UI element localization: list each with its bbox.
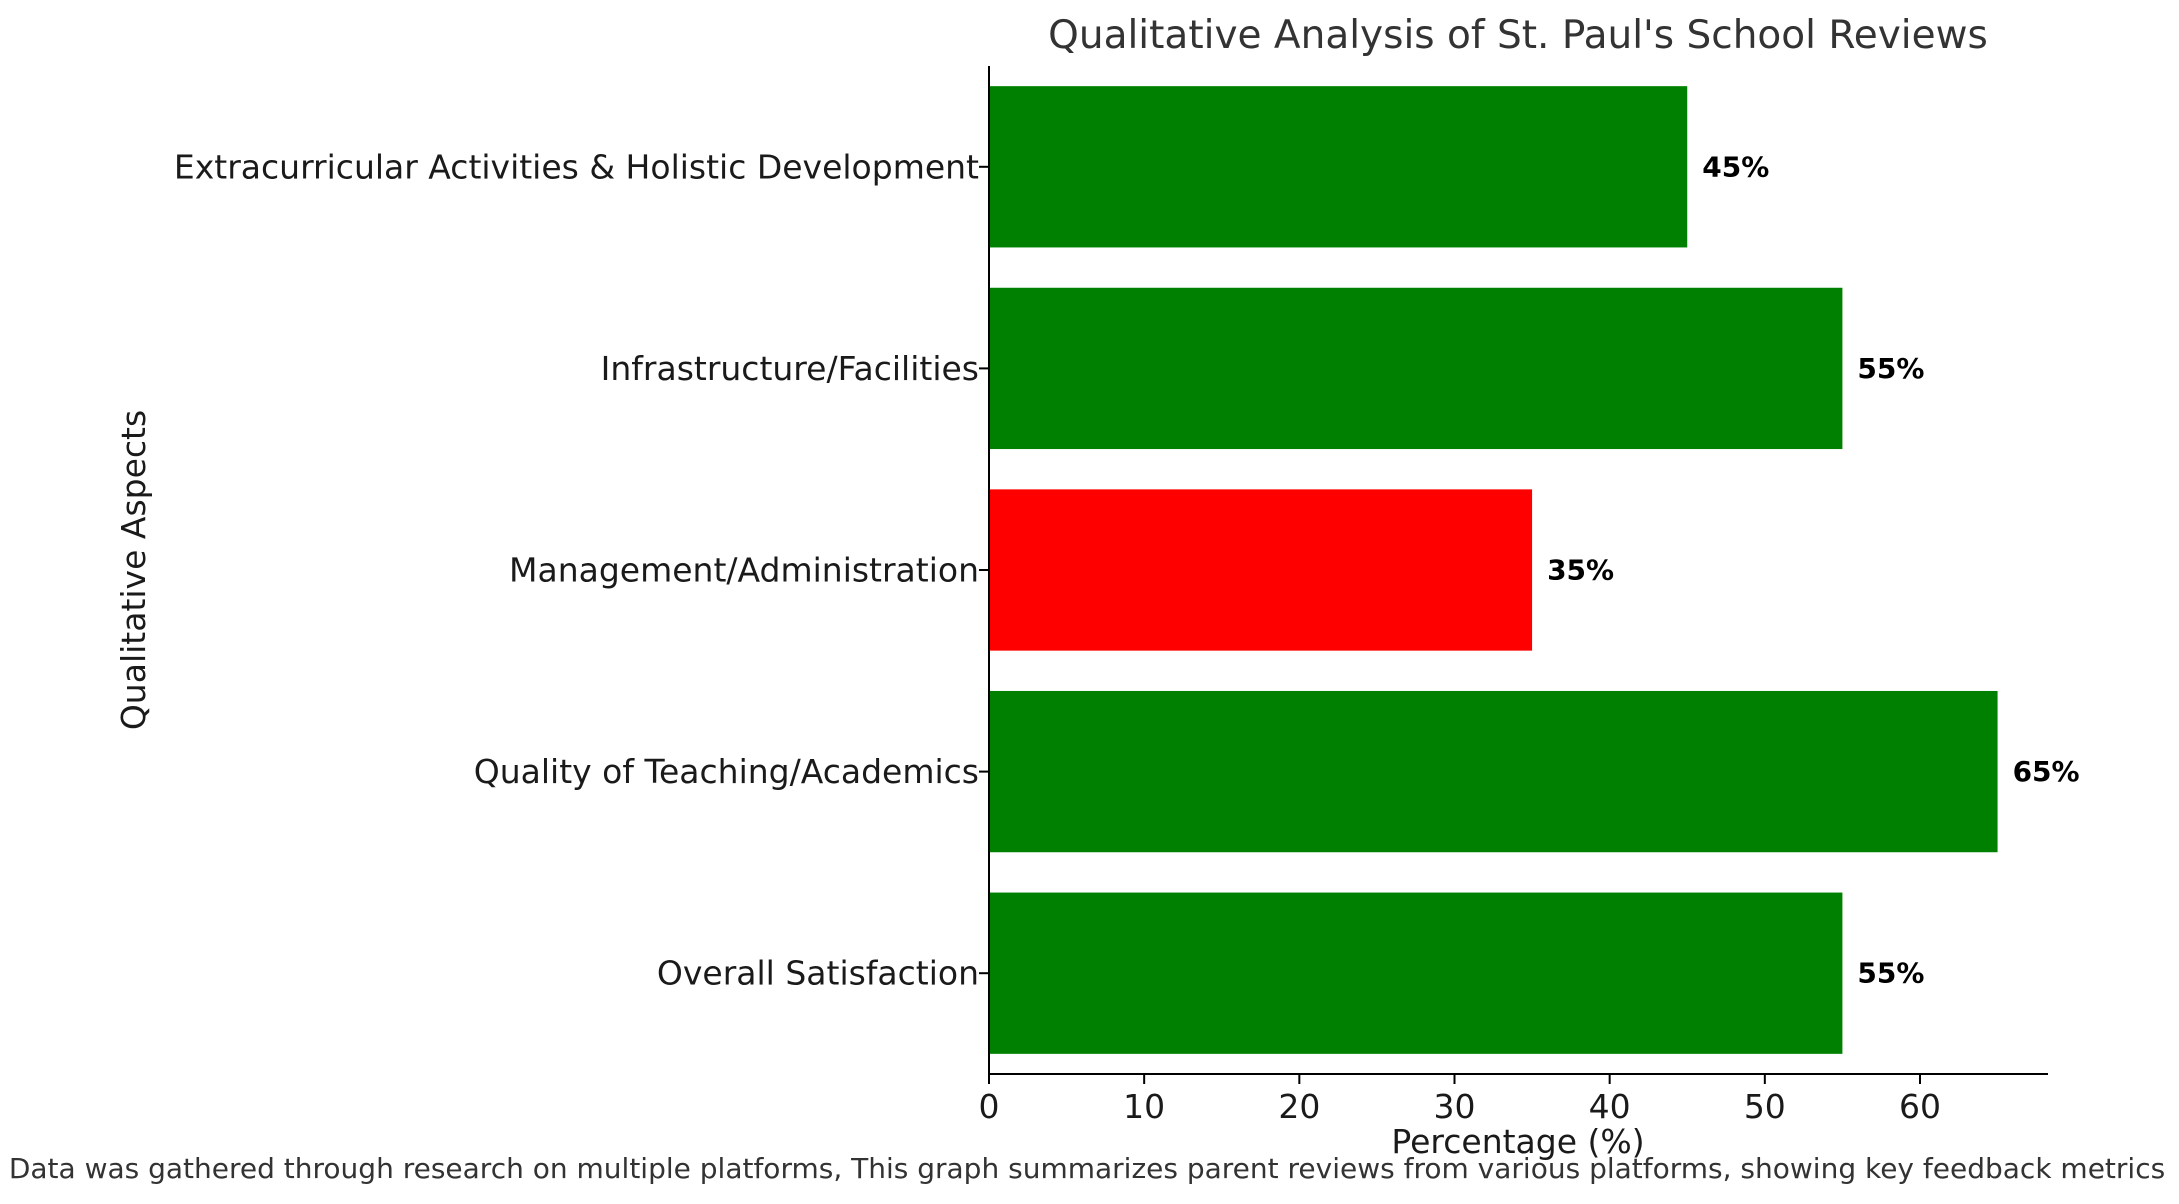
x-tick-label: 20 xyxy=(1278,1087,1320,1126)
bar-value-label: 55% xyxy=(1857,352,1924,385)
footnote: Data was gathered through research on mu… xyxy=(9,1152,2165,1185)
bar-value-label: 55% xyxy=(1857,957,1924,990)
y-axis-label: Qualitative Aspects xyxy=(114,410,153,730)
y-tick-label: Quality of Teaching/Academics xyxy=(474,752,979,791)
x-tick-label: 40 xyxy=(1589,1087,1631,1126)
bar-value-label: 45% xyxy=(1702,150,1769,183)
bars-layer xyxy=(989,86,1998,1054)
x-tick-label: 50 xyxy=(1744,1087,1786,1126)
x-axis-label: Percentage (%) xyxy=(1391,1122,1644,1161)
chart-title: Qualitative Analysis of St. Paul's Schoo… xyxy=(1048,13,1988,58)
bar xyxy=(989,489,1533,651)
y-ticks-layer: Overall Satisfaction Quality of Teaching/… xyxy=(174,147,989,993)
bar xyxy=(989,86,1688,248)
bar-value-label: 35% xyxy=(1547,554,1614,587)
y-tick-label: Overall Satisfaction xyxy=(657,954,979,993)
bar xyxy=(989,287,1843,450)
bar xyxy=(989,892,1843,1054)
bar xyxy=(989,690,1998,853)
x-tick-label: 10 xyxy=(1123,1087,1165,1126)
x-ticks-layer: 0 10 20 30 40 50 60 xyxy=(979,1074,1941,1126)
x-tick-label: 60 xyxy=(1899,1087,1941,1126)
x-tick-label: 0 xyxy=(979,1087,1000,1126)
y-tick-label: Infrastructure/Facilities xyxy=(601,349,979,388)
bar-value-label: 65% xyxy=(2013,755,2080,788)
value-labels-layer: 55% 65% 35% 55% 45% xyxy=(1547,150,2080,989)
x-tick-label: 30 xyxy=(1433,1087,1475,1126)
y-tick-label: Extracurricular Activities & Holistic De… xyxy=(174,147,979,186)
y-tick-label: Management/Administration xyxy=(509,551,979,590)
